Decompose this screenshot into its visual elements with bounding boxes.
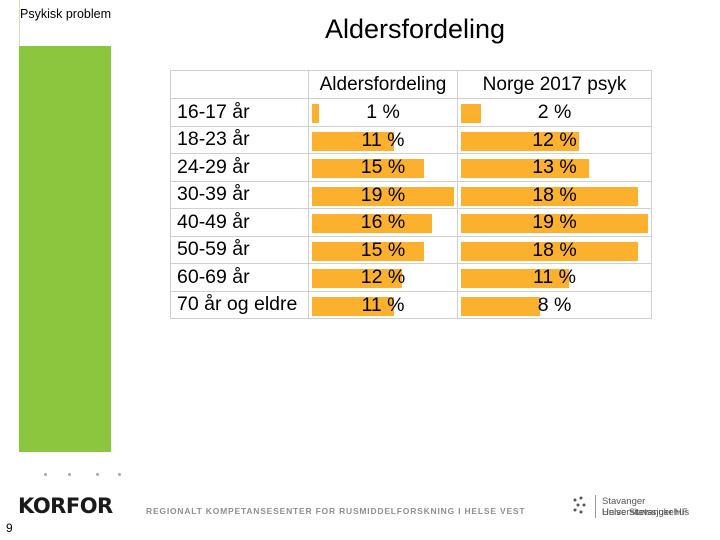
data-label: 2 % — [537, 101, 572, 124]
data-label: 12 % — [532, 128, 577, 151]
value-cell: 18 % — [457, 235, 652, 264]
data-label: 13 % — [532, 156, 577, 179]
table-row: 70 år og eldre 11 % 8 % — [170, 290, 652, 319]
data-bar — [461, 241, 638, 261]
value-cell: 11 % — [308, 290, 458, 319]
data-bar — [312, 269, 402, 288]
table-header-row: Aldersfordeling Norge 2017 psyk — [170, 70, 652, 99]
data-bar — [312, 296, 394, 316]
table-row: 24-29 år 15 % 13 % — [170, 153, 652, 182]
data-label: 19 % — [532, 211, 577, 234]
logo-text: KORFOR — [18, 494, 113, 518]
data-label: 16 % — [360, 211, 406, 234]
row-label: 30-39 år — [170, 180, 309, 209]
value-cell: 18 % — [457, 180, 652, 209]
table-row: 40-49 år 16 % 19 % — [170, 208, 652, 237]
data-bar — [461, 214, 648, 233]
hospital-name: Stavanger Universitetssjukehus — [602, 496, 690, 518]
data-label: 11 % — [361, 128, 405, 151]
table-row: 60-69 år 12 % 11 % — [170, 263, 652, 292]
age-distribution-table: Aldersfordeling Norge 2017 psyk 16-17 år… — [170, 70, 652, 319]
table-row: 30-39 år 19 % 18 % — [170, 180, 652, 209]
data-label: 8 % — [537, 293, 572, 316]
data-label: 1 % — [366, 101, 400, 124]
value-cell: 19 % — [308, 180, 458, 209]
row-label: 70 år og eldre — [170, 290, 309, 319]
data-bar — [312, 131, 394, 151]
footer-divider — [595, 495, 596, 518]
row-label: 16-17 år — [170, 98, 309, 127]
dot — [118, 473, 121, 476]
slide-title: Aldersfordeling — [324, 14, 506, 44]
table-row: 16-17 år 1 % 2 % — [170, 98, 652, 127]
data-bar — [312, 214, 432, 233]
table-row: 50-59 år 15 % 18 % — [170, 235, 652, 264]
value-cell: 15 % — [308, 153, 458, 182]
sidebar-green-band — [19, 0, 111, 452]
footer-center-text: REGIONALT KOMPETANSESENTER FOR RUSMIDDEL… — [146, 506, 526, 516]
data-label: 11 % — [533, 266, 576, 289]
value-cell: 1 % — [308, 98, 458, 127]
row-label: 60-69 år — [170, 263, 309, 292]
value-cell: 16 % — [308, 208, 458, 237]
data-table: Aldersfordeling Norge 2017 psyk 16-17 år… — [170, 70, 652, 319]
data-bar — [461, 186, 638, 206]
data-label: 15 % — [360, 238, 406, 261]
data-label: 18 % — [532, 238, 577, 261]
value-cell: 12 % — [457, 125, 652, 154]
data-bar — [461, 269, 569, 288]
dot — [44, 473, 47, 476]
row-label: 50-59 år — [170, 235, 309, 264]
row-label: 24-29 år — [170, 153, 309, 182]
page-number: 9 — [6, 521, 13, 535]
table-row: 18-23 år 11 % 12 % — [170, 125, 652, 154]
value-cell: 11 % — [308, 125, 458, 154]
data-label: 18 % — [532, 183, 577, 206]
data-bar — [312, 104, 319, 123]
data-bar — [461, 104, 481, 123]
data-label: 12 % — [360, 266, 406, 289]
data-bar — [461, 159, 589, 178]
data-bar — [461, 296, 540, 316]
data-label: 11 % — [361, 293, 405, 316]
value-cell: 19 % — [457, 208, 652, 237]
value-cell: 2 % — [457, 98, 652, 127]
dot — [68, 473, 71, 476]
dot — [96, 473, 99, 476]
korfor-logo: KORFOR — [18, 494, 126, 518]
data-label: 15 % — [360, 156, 406, 179]
header-empty-cell — [170, 70, 309, 99]
column-header: Aldersfordeling — [308, 70, 458, 99]
data-label: 19 % — [360, 183, 406, 206]
hospital-subname: Helse Stavanger HF — [602, 507, 688, 518]
data-bar — [312, 241, 424, 261]
decorative-dots — [40, 470, 130, 480]
value-cell: 12 % — [308, 263, 458, 292]
row-label: 18-23 år — [170, 125, 309, 154]
data-bar — [461, 131, 579, 151]
row-label: 40-49 år — [170, 208, 309, 237]
sidebar-label: Psykisk problem — [19, 0, 111, 46]
value-cell: 13 % — [457, 153, 652, 182]
data-bar — [312, 159, 424, 178]
data-bar — [312, 186, 454, 206]
value-cell: 8 % — [457, 290, 652, 319]
column-header: Norge 2017 psyk — [457, 70, 652, 99]
value-cell: 11 % — [457, 263, 652, 292]
hospital-logo-icon — [573, 496, 586, 514]
value-cell: 15 % — [308, 235, 458, 264]
